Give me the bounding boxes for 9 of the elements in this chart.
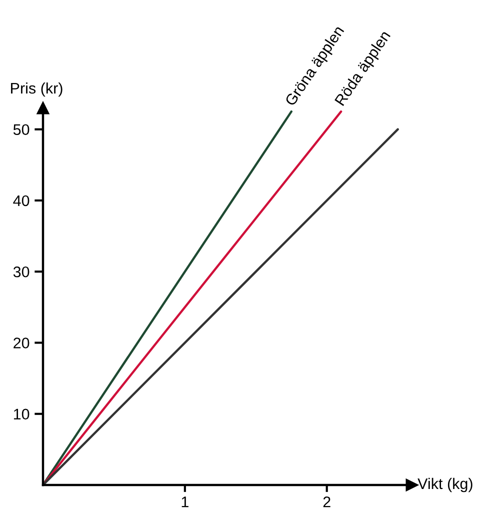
y-tick-label: 40: [13, 195, 30, 206]
x-axis-title: Vikt (kg): [418, 478, 472, 492]
x-tick-label: 1: [182, 496, 188, 508]
y-tick-label: 30: [13, 266, 30, 278]
y-tick-label: 10: [14, 408, 30, 420]
y-tick-label: 50: [13, 124, 30, 136]
x-tick-label: 2: [323, 496, 330, 508]
y-axis-title: Pris (kr): [11, 82, 62, 97]
y-tick-label: 20: [14, 338, 30, 348]
